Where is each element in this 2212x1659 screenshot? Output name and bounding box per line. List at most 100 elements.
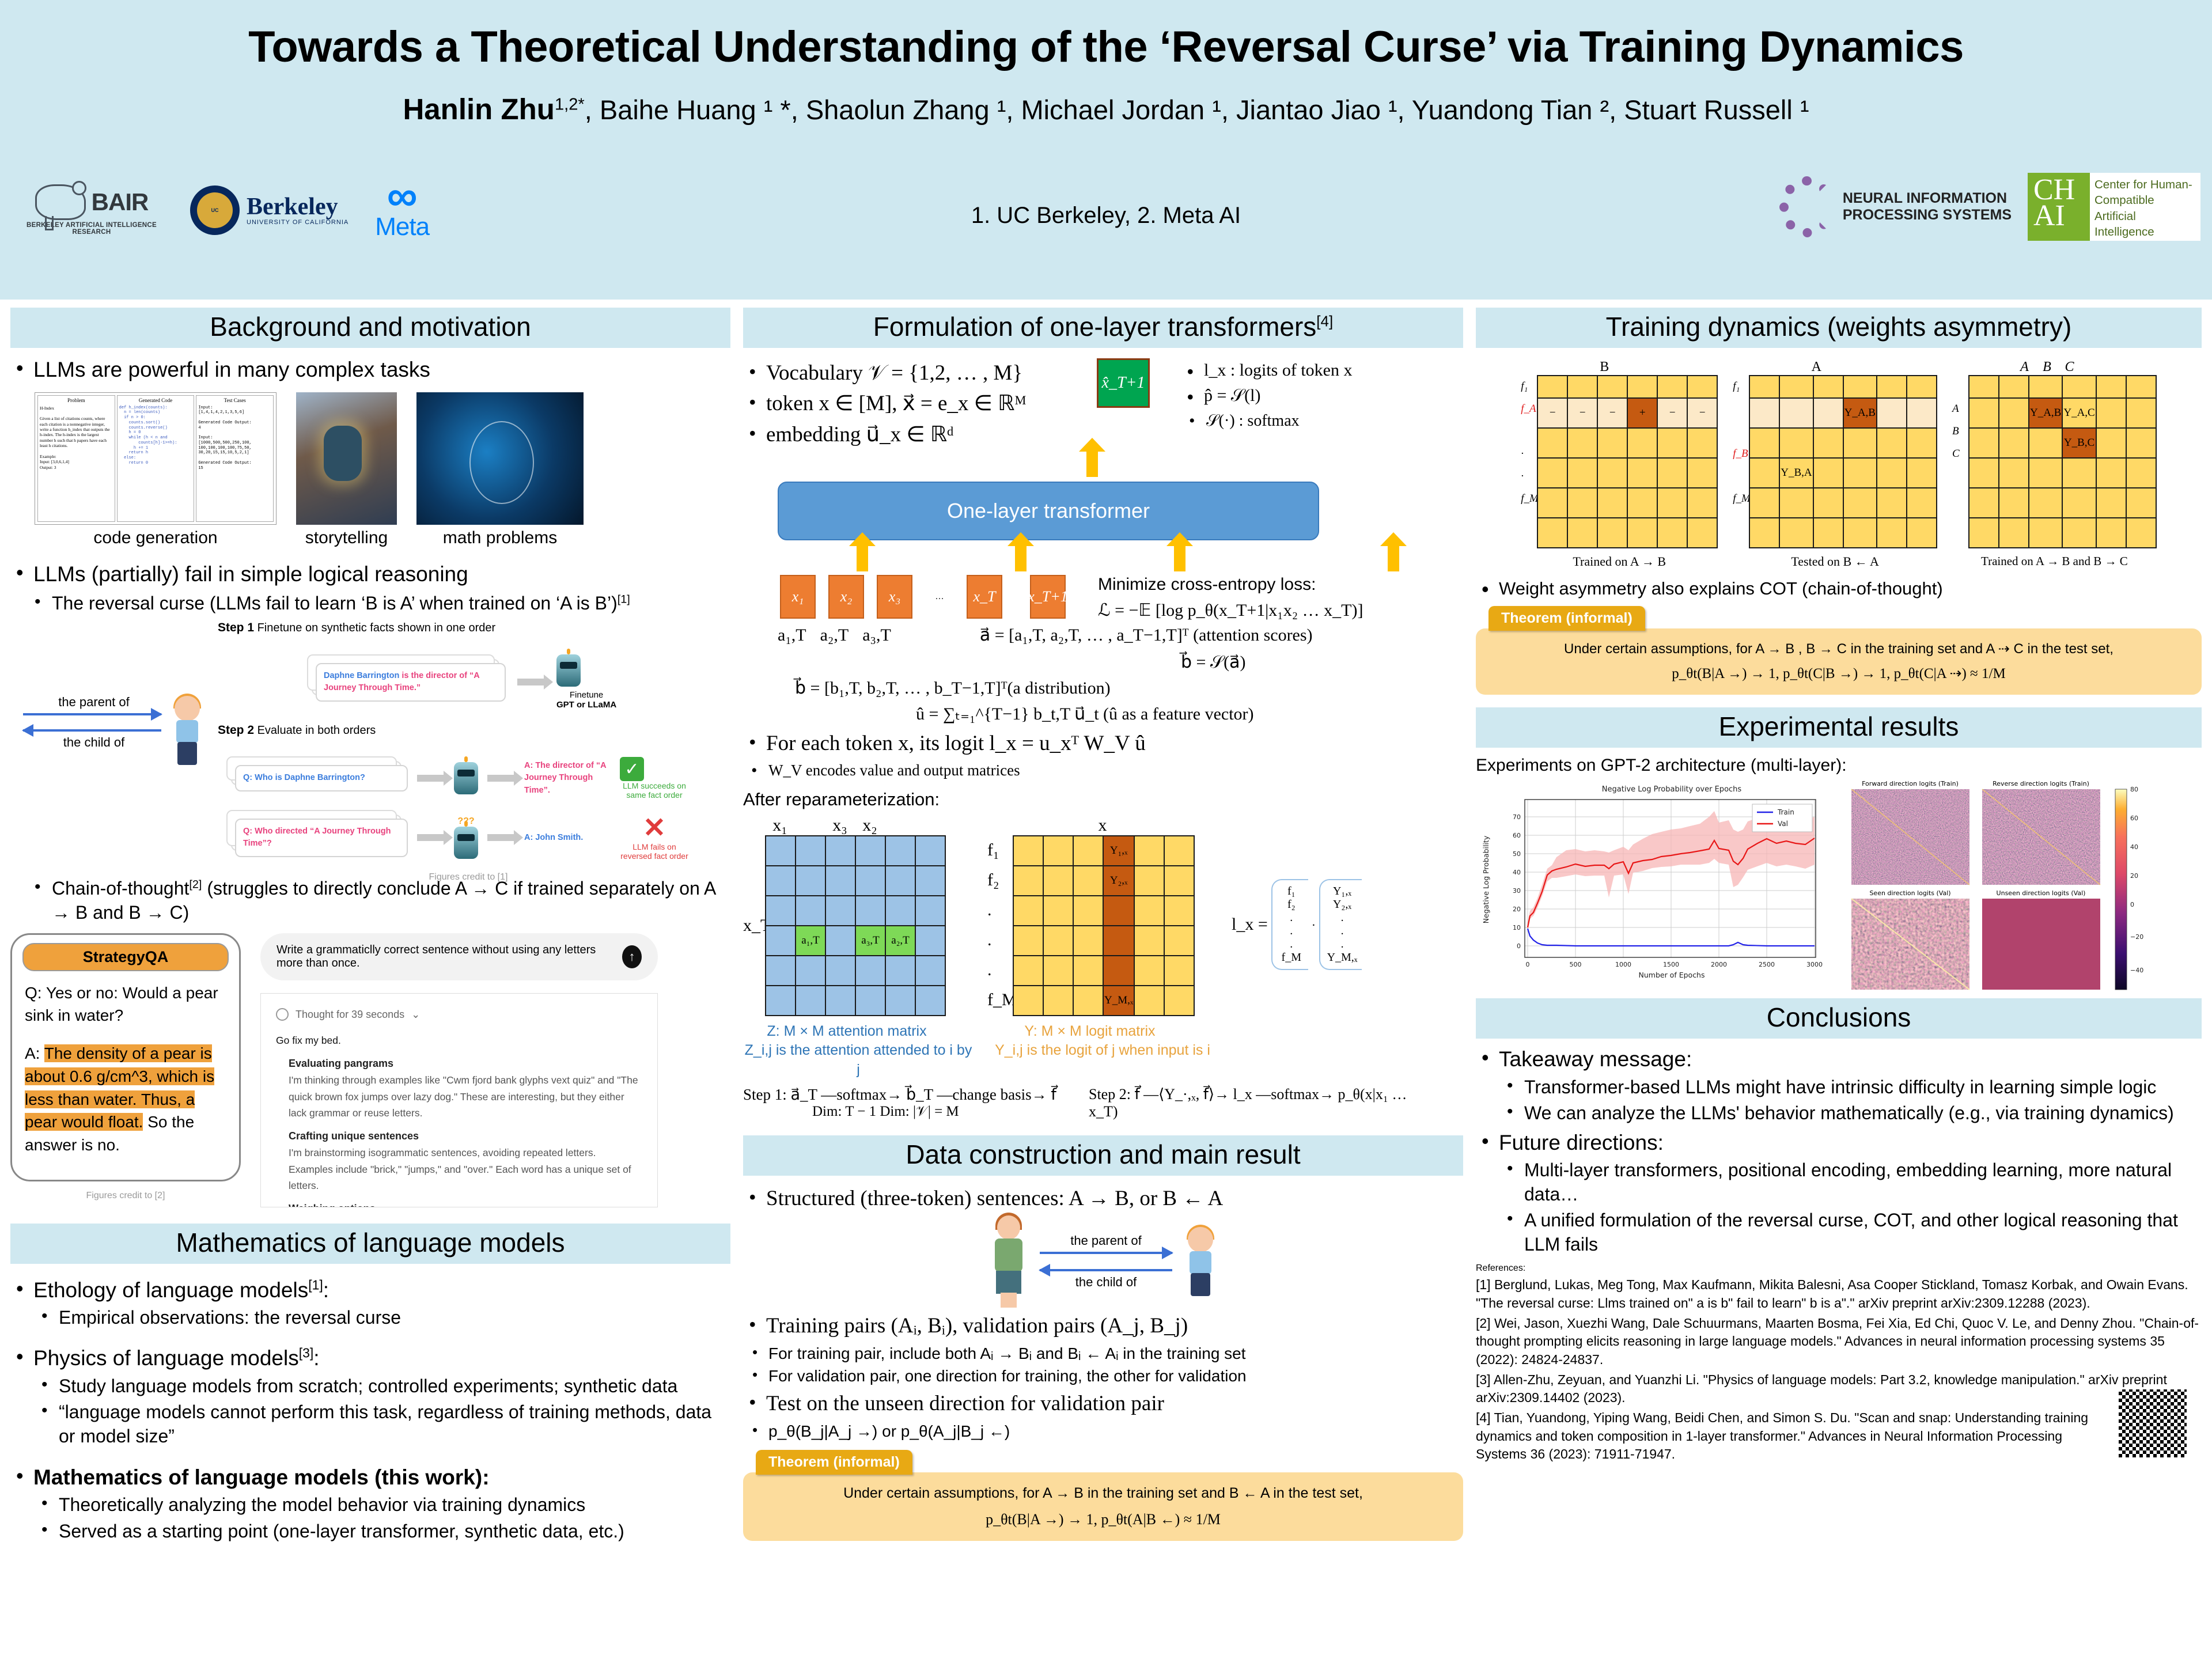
b-softmax-equation: b⃗ = 𝒮(a⃗): [1181, 653, 1246, 672]
cbar-tick-n20: −20: [2130, 933, 2143, 941]
b-vector-equation: b⃗ = [b₁,T, b₂,T, … , b_T−1,T]ᵀ(a distri…: [795, 679, 1111, 698]
heatmap-title-2: Reverse direction logits (Train): [1993, 780, 2089, 787]
parent-child-diagram: the parent of the child of: [743, 1213, 1463, 1308]
caption-success: LLM succeeds on same fact order: [623, 781, 686, 800]
panel-trained-abc: A B C A B C Y_A,B Y_A,C Y_B,C: [1952, 359, 2157, 569]
poster-header: Towards a Theoretical Understanding of t…: [0, 0, 2212, 300]
caption-failure: LLM fails on reversed fact order: [620, 842, 688, 861]
token-ellipsis: …: [935, 592, 944, 602]
theorem-box-data: Theorem (informal) Under certain assumpt…: [743, 1450, 1463, 1541]
heatmap-grid: Forward direction logits (Train) Reverse…: [1836, 779, 2182, 995]
fact-card: Daphne Barrington is the director of “A …: [307, 654, 506, 702]
cbar-tick-60: 60: [2130, 815, 2138, 822]
thought-toggle[interactable]: Thought for 39 seconds ⌄: [276, 1006, 642, 1023]
dc-relation-child: the child of: [1075, 1275, 1137, 1290]
panel1-row-dot: ·: [1521, 448, 1524, 460]
svg-text:0: 0: [1526, 961, 1530, 968]
panel1-row-dot: ·: [1521, 470, 1524, 482]
fact-predicate: is the director of “A Journey Through Ti…: [324, 671, 480, 693]
task-thumbnails: Problem H-Index Given a list of citations…: [35, 392, 730, 548]
ml-sub: Theoretically analyzing the model behavi…: [33, 1492, 730, 1517]
y-row-f2: f₂: [987, 870, 999, 889]
author-lead: Hanlin Zhu: [403, 93, 555, 126]
conclusion-sub: A unified formulation of the reversal cu…: [1499, 1207, 2202, 1256]
svg-text:0: 0: [1517, 942, 1521, 950]
send-icon[interactable]: ↑: [622, 945, 642, 968]
code-thumb-tests-text: Input: [1,4,1,4,2,1,3,5,6] Generated Cod…: [198, 405, 252, 471]
code-thumb-title-tests: Test Cases: [224, 397, 246, 404]
dyn-theorem-line-1: Under certain assumptions, for A → B , B…: [1564, 641, 2113, 657]
panel3-col-C: C: [2065, 359, 2074, 374]
chevron-down-icon[interactable]: ⌄: [411, 1008, 421, 1020]
attention-vector-equation: a⃗ = [a₁,T, a₂,T, … , a_T−1,T]ᵀ (attenti…: [979, 626, 1313, 645]
bullet-phat: p̂ = 𝒮(l): [1181, 384, 1429, 411]
panel2-cell-YAB: Y_A,B: [1842, 397, 1877, 429]
chart-ylabel: Negative Log Probability: [1482, 835, 1490, 923]
svg-text:Negative Log Probability over: Negative Log Probability over Epochs: [1602, 785, 1742, 794]
affiliations: 1. UC Berkeley, 2. Meta AI: [971, 203, 1241, 228]
code-generation-thumbnail: Problem H-Index Given a list of citations…: [35, 392, 276, 525]
bullet-wv: W_V encodes value and output matrices: [743, 759, 1463, 782]
chat-prompt-text: Write a grammaticlly correct sentence wi…: [276, 943, 596, 969]
chat-section-1-text: I'm thinking through examples like "Cwm …: [289, 1074, 638, 1119]
bullet-test-unseen: Test on the unseen direction for validat…: [743, 1389, 1463, 1417]
berkeley-subtitle: UNIVERSITY OF CALIFORNIA: [247, 218, 349, 226]
svg-text:40: 40: [1513, 869, 1521, 876]
token-x3: x₃: [877, 575, 912, 619]
bear-icon: [35, 181, 86, 231]
strategyqa-badge: StrategyQA: [22, 942, 229, 971]
panel3-cell-YAC: Y_A,C: [2062, 397, 2097, 429]
theorem-badge: Theorem (informal): [756, 1450, 912, 1475]
cbar-tick-40: 40: [2130, 843, 2138, 851]
dc-relation-parent: the parent of: [1070, 1233, 1142, 1248]
y-cell-Mx: Y_M,ₓ: [1102, 984, 1135, 1016]
bullet-training-pairs: Training pairs (Aᵢ, Bᵢ), validation pair…: [743, 1311, 1463, 1339]
chai-text: Center for Human-Compatible Artificial I…: [2094, 178, 2192, 238]
theorem-line-2: p_θt(B|A →) → 1, p_θt(A|B ←) ≈ 1/M: [986, 1510, 1221, 1528]
section-heading-math-lm: Mathematics of language models: [10, 1223, 730, 1264]
panel2-caption: Tested on B ← A: [1791, 554, 1879, 569]
y-row-f1: f₁: [987, 840, 999, 859]
svg-text:2000: 2000: [1711, 961, 1727, 968]
reference-item: [3] Allen-Zhu, Zeyuan, and Yuanzhi Li. "…: [1476, 1372, 2167, 1406]
theorem-badge: Theorem (informal): [1488, 605, 1645, 631]
panel2-row-fM: f_M: [1733, 493, 1751, 505]
conclusion-sub: Transformer-based LLMs might have intrin…: [1499, 1074, 2202, 1100]
chat-answer: Go fix my bed.: [276, 1034, 341, 1046]
author-rest: , Baihe Huang ¹ *, Shaolun Zhang ¹, Mich…: [584, 94, 1809, 125]
bullet-softmax: 𝒮(·) : softmax: [1181, 410, 1429, 432]
token-xT: x_T: [967, 575, 1002, 619]
bair-subtitle: BERKELEY ARTIFICIAL INTELLIGENCE RESEARC…: [26, 222, 157, 236]
question-card-2: Q: Who directed “A Journey Through Time”…: [226, 809, 408, 858]
qr-code[interactable]: [2118, 1389, 2187, 1458]
bullet-embedding: embedding u⃗_x ∈ ℝᵈ: [743, 420, 1066, 448]
panel3-row-A: A: [1952, 403, 1959, 415]
meta-logo: ∞ Meta: [375, 174, 430, 241]
code-thumb-title-code: Generated Code: [138, 397, 173, 404]
y-row-dot: .: [987, 960, 992, 979]
z-col-x2: x₂: [862, 815, 877, 835]
y-cell-2x: Y₂,ₓ: [1102, 865, 1135, 896]
bullet-weight-asymmetry-cot: Weight asymmetry also explains COT (chai…: [1476, 576, 2202, 603]
bullet-llms-fail: LLMs (partially) fail in simple logical …: [10, 559, 730, 588]
ml-item-physics: Physics of language models[3]: Study lan…: [10, 1343, 730, 1448]
section-heading-conclusions: Conclusions: [1476, 998, 2202, 1039]
ml-item-ethology: Ethology of language models[1]: Empirica…: [10, 1275, 730, 1330]
left-logo-group: BAIR BERKELEY ARTIFICIAL INTELLIGENCE RE…: [20, 174, 430, 241]
robot-icon: [454, 756, 478, 795]
token-x2: x₂: [828, 575, 864, 619]
bullet-reversal-curse: The reversal curse (LLMs fail to learn ‘…: [26, 590, 730, 616]
cbar-tick-20: 20: [2130, 872, 2138, 880]
z-row-label: x_T: [743, 915, 771, 935]
section-heading-experimental: Experimental results: [1476, 707, 2202, 748]
bullet-training-pair-detail: For training pair, include both Aᵢ → Bᵢ …: [743, 1342, 1463, 1364]
bullet-structured-sentences: Structured (three-token) sentences: A → …: [743, 1184, 1463, 1212]
dyn-theorem-line-2: p_θt(B|A →) → 1, p_θt(C|B →) → 1, p_θt(C…: [1672, 665, 2006, 681]
chat-input-bar[interactable]: Write a grammaticlly correct sentence wi…: [260, 933, 658, 980]
figure-credit-2: Figures credit to [2]: [86, 1190, 165, 1200]
panel2-row-fB: f_B: [1733, 448, 1748, 460]
panel1-col-label: B: [1600, 359, 1609, 374]
ml-sub: Empirical observations: the reversal cur…: [33, 1305, 730, 1330]
child-illustration: [1180, 1225, 1221, 1297]
neurips-line-1: NEURAL INFORMATION: [1842, 190, 2008, 207]
